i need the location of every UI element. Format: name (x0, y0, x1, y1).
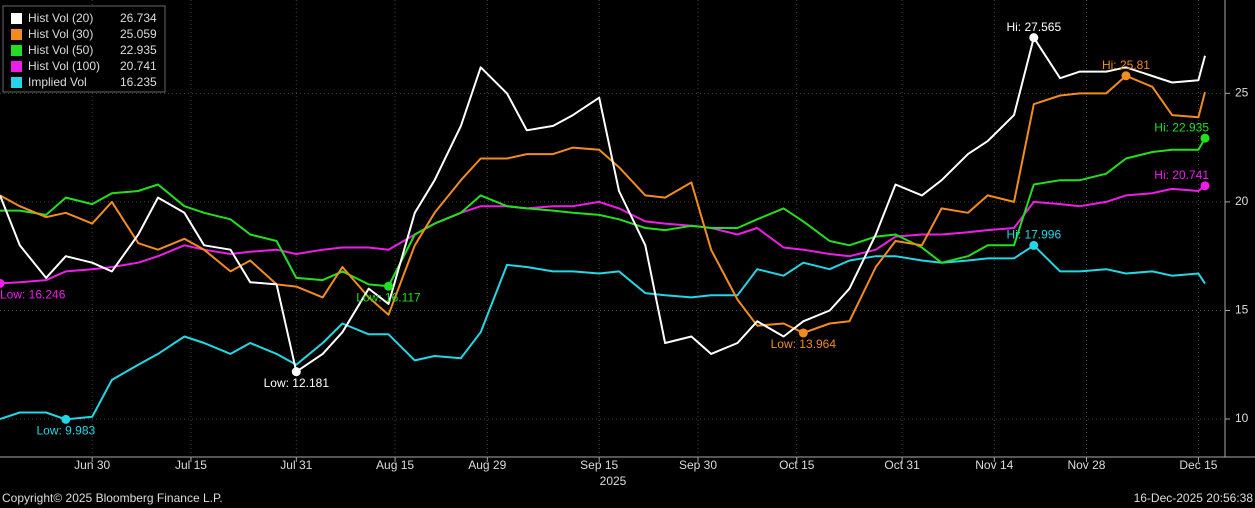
legend-swatch (11, 77, 22, 88)
x-tick-label: Sep 30 (679, 458, 717, 472)
x-tick-label: Oct 31 (884, 458, 920, 472)
y-tick-label: 15 (1235, 303, 1249, 317)
annotation-marker (383, 281, 393, 291)
x-tick-label: Aug 15 (376, 458, 414, 472)
legend-value: 25.059 (120, 27, 157, 41)
annotation-label: Low: 16.117 (356, 290, 421, 304)
annotation-marker (61, 414, 71, 424)
y-tick-label: 10 (1235, 411, 1249, 425)
legend-swatch (11, 61, 22, 72)
legend-value: 16.235 (120, 75, 157, 89)
annotation-marker (1121, 71, 1131, 81)
legend-label: Hist Vol (20) (28, 11, 93, 25)
series-line (0, 36, 1206, 373)
x-tick-label: Nov 14 (975, 458, 1013, 472)
annotation-label: Hi: 27.565 (1006, 20, 1061, 34)
x-tick-label: Jul 15 (175, 458, 207, 472)
legend-value: 20.741 (120, 59, 157, 73)
annotation-label: Low: 12.181 (264, 376, 330, 390)
legend-value: 22.935 (120, 43, 157, 57)
series-line (0, 137, 1206, 288)
year-label: 2025 (600, 474, 627, 488)
legend-label: Hist Vol (30) (28, 27, 93, 41)
legend-label: Implied Vol (28, 75, 87, 89)
x-tick-label: Jul 31 (280, 458, 312, 472)
legend-swatch (11, 29, 22, 40)
annotation-label: Low: 16.246 (0, 288, 66, 302)
x-tick-label: Aug 29 (468, 458, 506, 472)
legend-box (2, 5, 166, 93)
x-tick-label: Nov 28 (1067, 458, 1105, 472)
x-tick-label: Dec 15 (1179, 458, 1217, 472)
x-tick-label: Jun 30 (74, 458, 110, 472)
annotation-marker (291, 367, 301, 377)
footer-left: Copyright© 2025 Bloomberg Finance L.P. (2, 491, 223, 505)
annotation-label: Low: 9.983 (36, 424, 95, 438)
x-tick-label: Sep 15 (580, 458, 618, 472)
legend-swatch (11, 45, 22, 56)
legend-label: Hist Vol (100) (28, 59, 100, 73)
annotation-label: Hi: 20.741 (1154, 168, 1209, 182)
x-tick-label: Oct 15 (779, 458, 815, 472)
annotation-label: Low: 13.964 (771, 337, 837, 351)
annotation-marker (1029, 240, 1039, 250)
annotation-marker (1029, 33, 1039, 43)
annotation-label: Hi: 25.81 (1102, 58, 1150, 72)
y-tick-label: 25 (1235, 86, 1249, 100)
annotation-marker (0, 278, 5, 288)
annotation-label: Hi: 22.935 (1154, 120, 1209, 134)
annotation-marker (1200, 181, 1210, 191)
footer-right: 16-Dec-2025 20:56:38 (1134, 491, 1254, 505)
series-line (0, 244, 1206, 421)
annotation-marker (798, 328, 808, 338)
legend-label: Hist Vol (50) (28, 43, 93, 57)
legend-value: 26.734 (120, 11, 157, 25)
series-line (0, 74, 1206, 334)
legend-swatch (11, 13, 22, 24)
annotation-label: Hi: 17.996 (1006, 228, 1061, 242)
y-tick-label: 20 (1235, 194, 1249, 208)
annotation-marker (1200, 133, 1210, 143)
